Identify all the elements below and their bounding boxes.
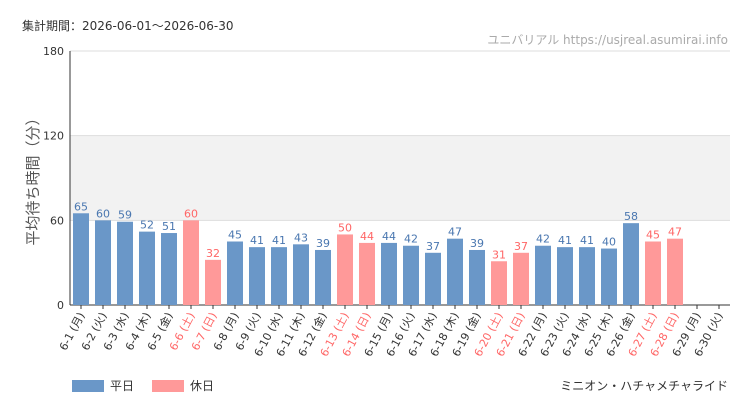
bar: [227, 241, 243, 305]
bar: [469, 249, 485, 305]
data-label: 31: [492, 248, 506, 261]
data-label: 42: [404, 233, 418, 246]
data-label: 50: [338, 221, 352, 234]
data-label: 41: [250, 234, 264, 247]
y-tick-label: 0: [57, 299, 64, 312]
bar: [601, 248, 617, 305]
data-label: 37: [426, 240, 440, 253]
bar: [249, 247, 265, 305]
bar: [645, 241, 661, 305]
bar: [293, 244, 309, 305]
data-label: 37: [514, 240, 528, 253]
y-tick-label: 180: [43, 45, 64, 58]
bar: [95, 220, 111, 305]
aggregation-period: 集計期間：2026-06-01〜2026-06-30: [22, 19, 234, 33]
bar: [161, 233, 177, 305]
bar: [139, 231, 155, 305]
bar: [315, 249, 331, 305]
bar: [447, 238, 463, 305]
bar: [381, 242, 397, 305]
bar: [579, 247, 595, 305]
data-label: 44: [382, 230, 396, 243]
legend: 平日 休日: [72, 377, 226, 394]
legend-item-weekday[interactable]: 平日: [72, 377, 134, 394]
bar: [403, 245, 419, 305]
bar: [271, 247, 287, 305]
y-axis-title: 平均待ち時間（分）: [24, 110, 42, 245]
data-label: 32: [206, 247, 220, 260]
bar: [513, 252, 529, 305]
bar: [557, 247, 573, 305]
bar: [623, 223, 639, 305]
data-label: 40: [602, 236, 616, 249]
data-label: 42: [536, 233, 550, 246]
bar: [337, 234, 353, 305]
data-label: 47: [668, 226, 682, 239]
legend-label-holiday: 休日: [190, 379, 215, 393]
data-label: 58: [624, 210, 638, 223]
bar: [183, 220, 199, 305]
bar: [117, 221, 133, 305]
attraction-name: ミニオン・ハチャメチャライド: [560, 379, 728, 393]
data-label: 51: [162, 220, 176, 233]
data-label: 44: [360, 230, 374, 243]
bar: [535, 245, 551, 305]
data-label: 39: [470, 237, 484, 250]
bar: [491, 261, 507, 305]
data-label: 60: [184, 207, 198, 220]
data-label: 43: [294, 231, 308, 244]
legend-swatch-weekday: [72, 379, 104, 392]
highlight-band: [70, 135, 730, 221]
legend-label-weekday: 平日: [110, 379, 135, 393]
y-tick-label: 120: [43, 130, 64, 143]
bar: [667, 238, 683, 305]
legend-item-holiday[interactable]: 休日: [152, 377, 214, 394]
legend-swatch-holiday: [152, 379, 185, 392]
data-label: 60: [96, 207, 110, 220]
data-label: 45: [646, 229, 660, 242]
data-label: 47: [448, 226, 462, 239]
data-label: 45: [228, 229, 242, 242]
data-label: 52: [140, 219, 154, 232]
data-label: 41: [580, 234, 594, 247]
bar: [73, 213, 89, 305]
bar: [359, 242, 375, 305]
data-label: 65: [74, 200, 88, 213]
data-label: 59: [118, 209, 132, 222]
site-watermark: ユニバリアル https://usjreal.asumirai.info: [487, 33, 728, 47]
data-label: 39: [316, 237, 330, 250]
bar: [425, 252, 441, 305]
y-tick-label: 60: [50, 214, 64, 227]
bar: [205, 259, 221, 305]
data-label: 41: [558, 234, 572, 247]
data-label: 41: [272, 234, 286, 247]
